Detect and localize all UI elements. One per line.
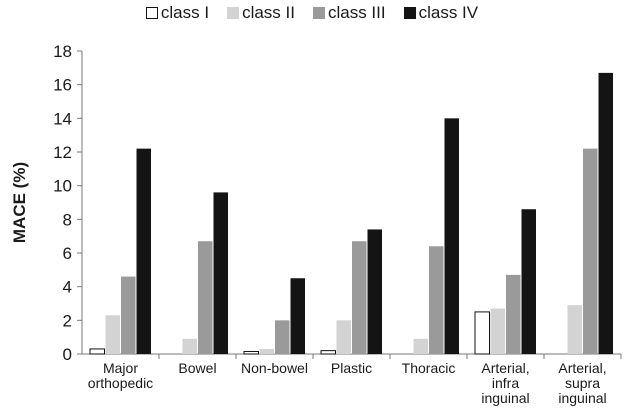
y-tick-label: 18	[53, 42, 72, 61]
y-tick-label: 8	[63, 210, 72, 229]
y-tick-label: 10	[53, 177, 72, 196]
bar-class-III-4	[429, 246, 444, 354]
y-tick-label: 16	[53, 76, 72, 95]
legend-swatch-class-3	[312, 7, 325, 19]
bar-class-IV-6	[598, 72, 613, 354]
x-tick-label: infra	[492, 375, 519, 391]
bar-class-II-0	[105, 315, 120, 354]
bar-class-IV-1	[213, 192, 228, 354]
x-tick-label: Bowel	[178, 360, 216, 376]
bar-class-I-0	[89, 348, 105, 355]
bar-class-III-5	[506, 274, 521, 354]
bar-class-III-2	[275, 320, 290, 354]
legend-label-class-2: class II	[242, 3, 295, 22]
x-tick-label: Major	[103, 360, 138, 376]
legend: class I class II class III class IV	[0, 3, 624, 23]
bar-class-II-3	[336, 320, 351, 354]
x-tick-label: inguinal	[558, 390, 606, 406]
bar-class-III-0	[121, 276, 136, 354]
bar-class-I-3	[320, 350, 336, 355]
y-axis-title: MACE (%)	[10, 162, 29, 243]
x-tick-label: Arterial,	[481, 360, 529, 376]
bar-class-IV-0	[136, 148, 151, 354]
bar-class-II-1	[182, 338, 197, 354]
x-tick-label: orthopedic	[88, 375, 153, 391]
y-tick-label: 0	[63, 345, 72, 364]
y-tick-label: 2	[63, 311, 72, 330]
x-tick-label: Plastic	[331, 360, 372, 376]
bar-class-IV-5	[521, 209, 536, 354]
bar-class-III-1	[198, 241, 213, 354]
y-tick-label: 4	[63, 278, 72, 297]
legend-label-class-1: class I	[160, 3, 210, 22]
bar-class-III-6	[583, 148, 598, 354]
legend-item-class-4: class IV	[403, 3, 479, 23]
legend-item-class-1: class I	[145, 3, 210, 23]
x-tick-label: Arterial,	[558, 360, 606, 376]
x-tick-label: supra	[565, 375, 600, 391]
legend-swatch-class-4	[403, 7, 416, 19]
bar-class-II-4	[413, 338, 428, 354]
y-tick-label: 12	[53, 143, 72, 162]
legend-item-class-3: class III	[312, 3, 386, 23]
bar-class-II-5	[490, 308, 505, 354]
legend-swatch-class-1	[145, 7, 158, 19]
y-tick-label: 14	[53, 109, 72, 128]
bar-class-IV-2	[290, 278, 305, 354]
bar-class-II-2	[259, 348, 274, 354]
legend-item-class-2: class II	[227, 3, 295, 23]
legend-label-class-4: class IV	[418, 3, 479, 22]
x-tick-label: Non-bowel	[241, 360, 308, 376]
bar-class-IV-4	[444, 118, 459, 354]
legend-swatch-class-2	[227, 7, 240, 19]
y-tick-label: 6	[63, 244, 72, 263]
bar-class-II-6	[567, 305, 582, 354]
bar-class-IV-3	[367, 229, 382, 354]
legend-label-class-3: class III	[327, 3, 386, 22]
bar-class-I-2	[243, 350, 259, 355]
bar-class-III-3	[352, 241, 367, 354]
x-tick-label: inguinal	[481, 390, 529, 406]
x-tick-label: Thoracic	[402, 360, 456, 376]
bar-class-I-5	[474, 311, 490, 355]
